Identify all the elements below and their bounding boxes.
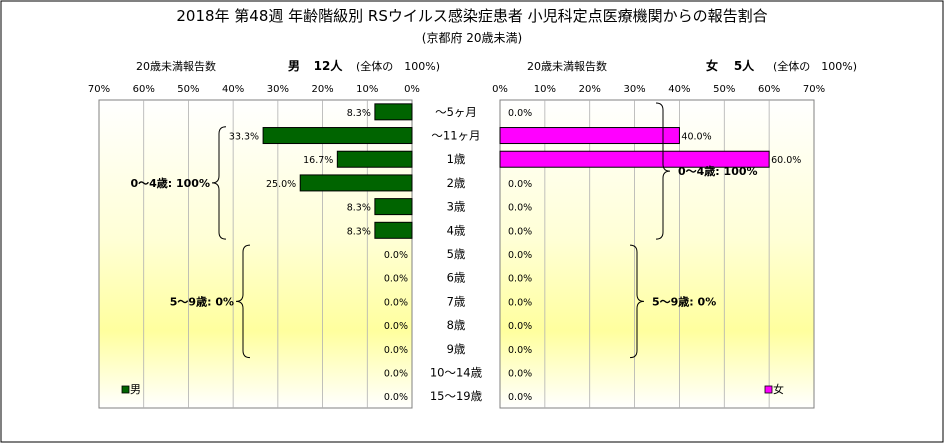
group-brace-right — [655, 102, 671, 240]
plot-area-left — [98, 99, 413, 409]
data-label-male: 0.0% — [384, 250, 408, 261]
group-annotation-left: 5～9歳: 0% — [170, 294, 234, 308]
header-report-label-left: 20歳未満報告数 — [136, 60, 216, 73]
group-annotation-left: 0～4歳: 100% — [130, 176, 210, 190]
data-label-male: 8.3% — [347, 203, 371, 214]
data-label-male: 0.0% — [384, 345, 408, 356]
data-label-male: 0.0% — [384, 368, 408, 379]
data-label-female: 0.0% — [508, 108, 532, 119]
bar-male — [262, 127, 413, 145]
data-label-male: 8.3% — [347, 108, 371, 119]
header-sex-right: 女 — [706, 58, 718, 73]
data-label-male: 0.0% — [384, 321, 408, 332]
legend-label-female: 女 — [773, 382, 784, 396]
bar-female — [499, 150, 770, 168]
category-label: 5歳 — [447, 247, 466, 261]
x-tick-label-right: 60% — [758, 84, 780, 95]
chart-subtitle: (京都府 20歳未満) — [422, 30, 522, 45]
x-tick-label-left: 10% — [356, 84, 378, 95]
x-tick-label-right: 40% — [668, 84, 690, 95]
data-label-female: 0.0% — [508, 226, 532, 237]
bar-female — [499, 127, 680, 145]
legend-swatch-female — [764, 385, 773, 394]
category-label: 3歳 — [447, 200, 466, 214]
bar-male — [374, 198, 413, 216]
header-total-right: (全体の 100%) — [773, 59, 857, 73]
category-label: 7歳 — [447, 294, 466, 308]
category-label: 8歳 — [447, 318, 466, 332]
category-label: 6歳 — [447, 271, 466, 285]
x-tick-label-right: 20% — [579, 84, 601, 95]
x-tick-label-right: 70% — [803, 84, 825, 95]
data-label-male: 0.0% — [384, 274, 408, 285]
data-label-female: 0.0% — [508, 179, 532, 190]
x-tick-label-left: 20% — [311, 84, 333, 95]
data-label-male: 0.0% — [384, 297, 408, 308]
data-label-female: 40.0% — [681, 132, 711, 143]
header-report-label-right: 20歳未満報告数 — [527, 60, 607, 73]
data-label-female: 60.0% — [771, 155, 801, 166]
group-brace-left — [235, 244, 251, 359]
x-tick-label-left: 0% — [404, 84, 420, 95]
data-label-female: 0.0% — [508, 345, 532, 356]
data-label-female: 0.0% — [508, 297, 532, 308]
x-tick-label-right: 10% — [534, 84, 556, 95]
data-label-female: 0.0% — [508, 392, 532, 403]
group-brace-left — [211, 126, 227, 240]
header-count-right: 5人 — [734, 58, 755, 73]
bar-male — [336, 150, 413, 168]
data-label-male: 8.3% — [347, 226, 371, 237]
data-label-female: 0.0% — [508, 203, 532, 214]
x-tick-label-right: 30% — [623, 84, 645, 95]
x-tick-label-right: 50% — [713, 84, 735, 95]
x-tick-label-left: 30% — [267, 84, 289, 95]
group-brace-right — [629, 244, 645, 359]
category-label: 1歳 — [447, 152, 466, 166]
x-tick-label-left: 70% — [88, 84, 110, 95]
header-total-left: (全体の 100%) — [356, 59, 440, 73]
category-label: 10～14歳 — [430, 365, 483, 379]
category-label: ～11ヶ月 — [431, 129, 480, 143]
data-label-male: 16.7% — [303, 155, 333, 166]
chart-title: 2018年 第48週 年齢階級別 RSウイルス感染症患者 小児科定点医療機関から… — [176, 7, 767, 25]
bar-male — [374, 221, 413, 239]
legend-label-male: 男 — [130, 383, 141, 396]
data-label-female: 0.0% — [508, 274, 532, 285]
category-label: ～5ヶ月 — [435, 105, 477, 119]
x-tick-label-left: 60% — [133, 84, 155, 95]
header-count-left: 12人 — [314, 58, 344, 73]
category-label: 2歳 — [447, 176, 466, 190]
data-label-female: 0.0% — [508, 250, 532, 261]
x-tick-label-left: 50% — [177, 84, 199, 95]
header-sex-left: 男 — [288, 59, 300, 73]
data-label-male: 33.3% — [229, 132, 259, 143]
x-tick-label-left: 40% — [222, 84, 244, 95]
category-label: 15～19歳 — [430, 389, 483, 403]
group-annotation-right: 5～9歳: 0% — [652, 294, 716, 308]
data-label-male: 0.0% — [384, 392, 408, 403]
x-tick-label-right: 0% — [492, 84, 508, 95]
plot-area-right — [499, 99, 815, 409]
bar-male — [374, 103, 413, 121]
category-label: 4歳 — [447, 223, 466, 237]
data-label-male: 25.0% — [266, 179, 296, 190]
bar-male — [299, 174, 413, 192]
data-label-female: 0.0% — [508, 321, 532, 332]
group-annotation-right: 0～4歳: 100% — [678, 164, 758, 178]
category-label: 9歳 — [447, 342, 466, 356]
legend-swatch-male — [121, 385, 130, 394]
data-label-female: 0.0% — [508, 368, 532, 379]
